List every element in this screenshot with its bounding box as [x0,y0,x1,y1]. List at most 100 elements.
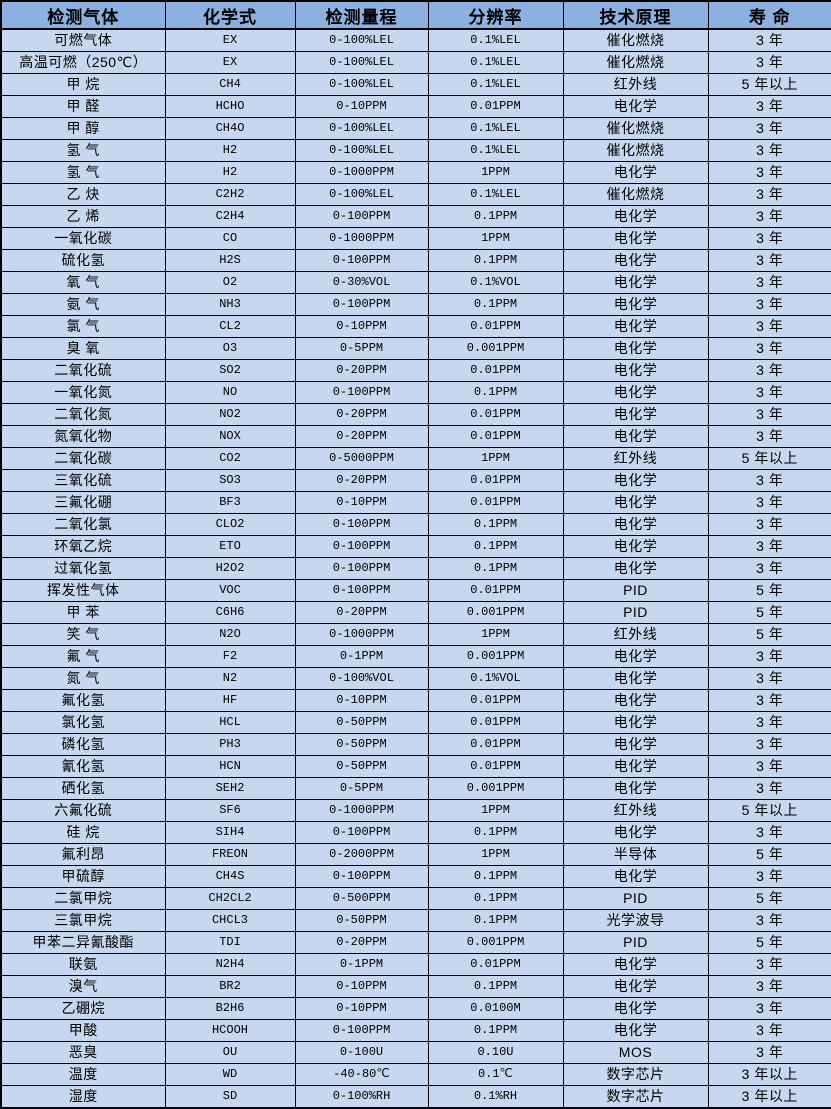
cell-formula: C2H4 [164,205,296,228]
cell-technology: MOS [562,1041,709,1064]
cell-technology: 电化学 [562,425,709,448]
table-row: 湿度 SD 0-100%RH 0.1%RH 数字芯片 3 年以上 [0,1085,831,1109]
cell-resolution: 0.01PPM [427,469,564,492]
table-row: 二氯甲烷 CH2CL2 0-500PPM 0.1PPM PID 5 年 [0,887,831,910]
cell-formula: H2S [164,249,296,272]
cell-range: 0-100%VOL [294,667,429,690]
cell-resolution: 0.1PPM [427,535,564,558]
cell-gas: 甲苯二异氰酸酯 [0,931,166,954]
cell-range: 0-1000PPM [294,227,429,250]
cell-lifespan: 3 年 [707,117,831,140]
cell-gas: 甲酸 [0,1019,166,1042]
cell-lifespan: 3 年 [707,491,831,514]
cell-technology: 催化燃烧 [562,139,709,162]
cell-lifespan: 5 年以上 [707,799,831,822]
cell-resolution: 0.01PPM [427,711,564,734]
cell-technology: 电化学 [562,359,709,382]
column-header-resolution: 分辨率 [427,0,564,30]
table-row: 二氧化碳 CO2 0-5000PPM 1PPM 红外线 5 年以上 [0,447,831,470]
table-row: 氮 气 N2 0-100%VOL 0.1%VOL 电化学 3 年 [0,667,831,690]
table-row: 氢 气 H2 0-1000PPM 1PPM 电化学 3 年 [0,161,831,184]
cell-gas: 湿度 [0,1085,166,1109]
table-row: 甲 烷 CH4 0-100%LEL 0.1%LEL 红外线 5 年以上 [0,73,831,96]
cell-range: 0-5000PPM [294,447,429,470]
cell-gas: 甲硫醇 [0,865,166,888]
cell-resolution: 0.01PPM [427,491,564,514]
table-row: 六氟化硫 SF6 0-1000PPM 1PPM 红外线 5 年以上 [0,799,831,822]
cell-lifespan: 3 年 [707,337,831,360]
table-row: 臭 氧 O3 0-5PPM 0.001PPM 电化学 3 年 [0,337,831,360]
cell-gas: 六氟化硫 [0,799,166,822]
cell-formula: H2 [164,161,296,184]
cell-gas: 氮氧化物 [0,425,166,448]
cell-range: 0-100PPM [294,513,429,536]
cell-resolution: 0.1%LEL [427,28,564,52]
table-row: 氨 气 NH3 0-100PPM 0.1PPM 电化学 3 年 [0,293,831,316]
cell-lifespan: 3 年 [707,953,831,976]
cell-resolution: 0.1PPM [427,557,564,580]
table-row: 氢 气 H2 0-100%LEL 0.1%LEL 催化燃烧 3 年 [0,139,831,162]
cell-lifespan: 3 年 [707,513,831,536]
cell-lifespan: 3 年 [707,139,831,162]
cell-gas: 甲 醛 [0,95,166,118]
cell-technology: 电化学 [562,293,709,316]
cell-lifespan: 3 年以上 [707,1085,831,1109]
cell-lifespan: 3 年 [707,689,831,712]
cell-formula: H2O2 [164,557,296,580]
cell-formula: HCL [164,711,296,734]
cell-technology: 数字芯片 [562,1085,709,1109]
cell-technology: 电化学 [562,381,709,404]
cell-gas: 过氧化氢 [0,557,166,580]
cell-range: 0-10PPM [294,997,429,1020]
cell-lifespan: 3 年 [707,469,831,492]
cell-lifespan: 3 年 [707,161,831,184]
cell-range: 0-500PPM [294,887,429,910]
table-row: 硫化氢 H2S 0-100PPM 0.1PPM 电化学 3 年 [0,249,831,272]
cell-formula: SIH4 [164,821,296,844]
table-row: 三氯甲烷 CHCL3 0-50PPM 0.1PPM 光学波导 3 年 [0,909,831,932]
cell-formula: NO [164,381,296,404]
cell-resolution: 1PPM [427,227,564,250]
cell-formula: HCN [164,755,296,778]
cell-technology: 红外线 [562,799,709,822]
cell-range: 0-10PPM [294,975,429,998]
cell-resolution: 0.1PPM [427,205,564,228]
cell-range: 0-50PPM [294,755,429,778]
table-row: 乙 炔 C2H2 0-100%LEL 0.1%LEL 催化燃烧 3 年 [0,183,831,206]
cell-gas: 氮 气 [0,667,166,690]
table-row: 溴气 BR2 0-10PPM 0.1PPM 电化学 3 年 [0,975,831,998]
cell-gas: 乙硼烷 [0,997,166,1020]
cell-resolution: 0.0100M [427,997,564,1020]
cell-formula: HCHO [164,95,296,118]
cell-gas: 氟利昂 [0,843,166,866]
cell-technology: 电化学 [562,469,709,492]
cell-formula: O3 [164,337,296,360]
cell-formula: FREON [164,843,296,866]
cell-gas: 磷化氢 [0,733,166,756]
cell-resolution: 0.1PPM [427,1019,564,1042]
column-header-technology: 技术原理 [562,0,709,30]
cell-lifespan: 3 年 [707,425,831,448]
cell-lifespan: 3 年 [707,28,831,52]
cell-gas: 氟化氢 [0,689,166,712]
cell-gas: 联氨 [0,953,166,976]
cell-range: 0-100%LEL [294,117,429,140]
cell-lifespan: 3 年 [707,667,831,690]
cell-resolution: 0.10U [427,1041,564,1064]
cell-formula: CO [164,227,296,250]
cell-gas: 二氯甲烷 [0,887,166,910]
cell-formula: N2O [164,623,296,646]
cell-lifespan: 5 年 [707,931,831,954]
column-header-formula: 化学式 [164,0,296,30]
cell-formula: CH4O [164,117,296,140]
cell-gas: 三氧化硫 [0,469,166,492]
cell-gas: 二氧化氯 [0,513,166,536]
cell-resolution: 0.001PPM [427,777,564,800]
cell-resolution: 0.1%LEL [427,51,564,74]
cell-technology: 电化学 [562,535,709,558]
cell-range: 0-10PPM [294,95,429,118]
cell-lifespan: 5 年以上 [707,73,831,96]
cell-range: 0-10PPM [294,491,429,514]
cell-formula: CL2 [164,315,296,338]
cell-resolution: 0.1%VOL [427,271,564,294]
